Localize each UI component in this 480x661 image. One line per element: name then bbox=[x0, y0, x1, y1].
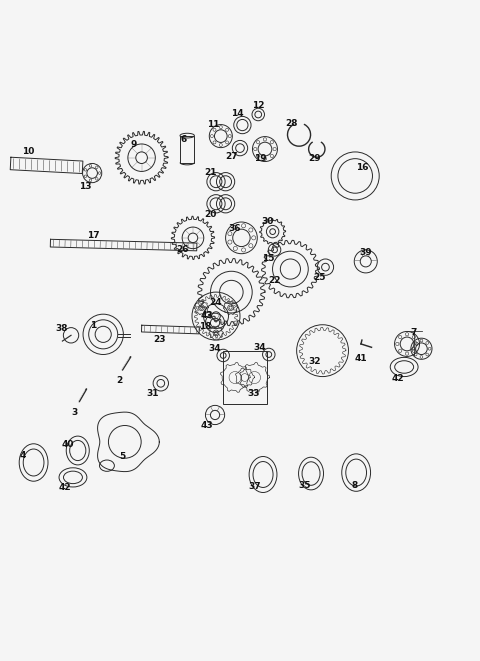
Text: 39: 39 bbox=[360, 249, 372, 257]
Text: 29: 29 bbox=[308, 154, 321, 163]
Text: 13: 13 bbox=[79, 182, 92, 191]
Text: 41: 41 bbox=[355, 354, 367, 363]
Text: 26: 26 bbox=[176, 245, 189, 254]
Text: 35: 35 bbox=[299, 481, 311, 490]
Bar bbox=[180, 136, 194, 163]
Text: 16: 16 bbox=[356, 163, 369, 172]
Text: 42: 42 bbox=[391, 374, 404, 383]
Text: 8: 8 bbox=[351, 481, 358, 490]
Bar bbox=[223, 350, 267, 405]
Text: 11: 11 bbox=[207, 120, 220, 129]
Text: 12: 12 bbox=[252, 101, 264, 110]
Text: 36: 36 bbox=[228, 224, 240, 233]
Text: 30: 30 bbox=[262, 217, 274, 225]
Text: 42: 42 bbox=[59, 483, 71, 492]
Text: 25: 25 bbox=[313, 273, 325, 282]
Text: 38: 38 bbox=[55, 324, 68, 332]
Text: 5: 5 bbox=[119, 451, 126, 461]
Text: 22: 22 bbox=[268, 276, 281, 285]
Text: 43: 43 bbox=[201, 421, 214, 430]
Text: 6: 6 bbox=[180, 135, 187, 144]
Text: 28: 28 bbox=[286, 118, 298, 128]
Text: 9: 9 bbox=[130, 139, 137, 149]
Text: 10: 10 bbox=[22, 147, 34, 157]
Text: 33: 33 bbox=[247, 389, 260, 399]
Text: 19: 19 bbox=[254, 154, 266, 163]
Text: 23: 23 bbox=[153, 334, 166, 344]
Text: 14: 14 bbox=[231, 109, 244, 118]
Text: 15: 15 bbox=[262, 254, 274, 263]
Text: 34: 34 bbox=[254, 343, 266, 352]
Text: 32: 32 bbox=[308, 357, 321, 366]
Text: 3: 3 bbox=[71, 408, 78, 416]
Text: 1: 1 bbox=[90, 321, 97, 330]
Text: 4: 4 bbox=[20, 451, 26, 460]
Text: 31: 31 bbox=[146, 389, 159, 399]
Text: 17: 17 bbox=[87, 231, 100, 240]
Text: 34: 34 bbox=[209, 344, 221, 353]
Text: 43: 43 bbox=[201, 311, 214, 320]
Text: 21: 21 bbox=[204, 168, 216, 176]
Text: 18: 18 bbox=[199, 322, 212, 331]
Text: 20: 20 bbox=[204, 210, 216, 219]
Text: 37: 37 bbox=[248, 482, 261, 491]
Text: 24: 24 bbox=[210, 298, 222, 307]
Text: 2: 2 bbox=[116, 376, 122, 385]
Text: 7: 7 bbox=[410, 329, 417, 337]
Text: 27: 27 bbox=[225, 152, 238, 161]
Text: 40: 40 bbox=[62, 440, 74, 449]
